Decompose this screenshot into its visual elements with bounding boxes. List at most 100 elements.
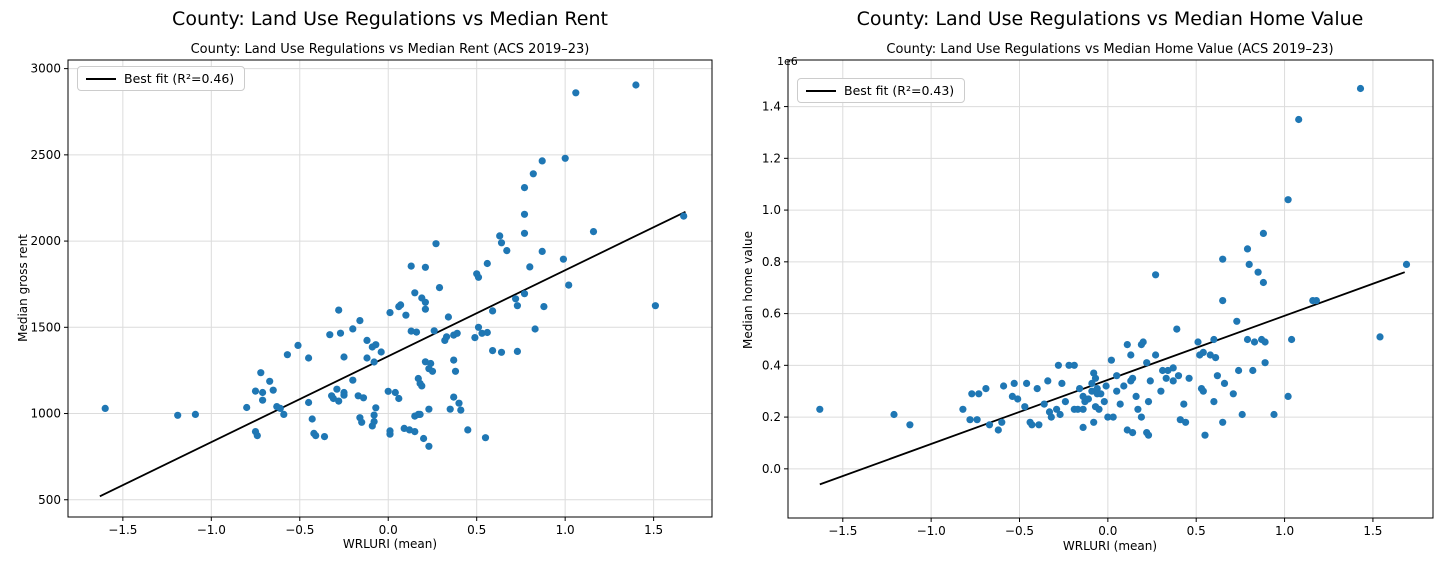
x-tick-label: 1.0 (1275, 524, 1294, 538)
scatter-point (1259, 278, 1267, 287)
y-tick-label: 2000 (30, 234, 61, 248)
scatter-point (443, 333, 451, 341)
scatter-point (370, 358, 378, 366)
scatter-point (1127, 351, 1135, 359)
scatter-point (276, 404, 284, 412)
scatter-point (982, 385, 990, 393)
scatter-point (1076, 385, 1084, 393)
scatter-point (425, 442, 433, 450)
scatter-point (1023, 379, 1031, 387)
scatter-point (326, 331, 334, 339)
scatter-point (565, 281, 573, 289)
scatter-point (1233, 317, 1241, 325)
scatter-point (478, 329, 486, 337)
scatter-point (421, 305, 429, 313)
scatter-point (349, 376, 357, 384)
right-y-offset-text: 1e6 (777, 55, 798, 68)
scatter-point (280, 410, 288, 418)
scatter-point (455, 399, 463, 407)
scatter-point (513, 347, 522, 355)
scatter-point (1157, 387, 1165, 395)
x-tick-label: 0.0 (1098, 524, 1117, 538)
scatter-point (340, 353, 348, 361)
scatter-point (1000, 382, 1008, 390)
x-tick-label: 0.5 (467, 523, 486, 537)
scatter-point (1144, 398, 1153, 406)
scatter-point (589, 228, 598, 236)
scatter-point (257, 369, 265, 377)
scatter-point (372, 404, 380, 412)
plot-background (68, 60, 712, 517)
scatter-point (1139, 338, 1147, 346)
scatter-point (1261, 338, 1269, 346)
scatter-point (391, 388, 399, 397)
y-tick-label: 1000 (30, 407, 61, 421)
scatter-point (421, 298, 429, 306)
scatter-point (520, 290, 529, 298)
scatter-point (1288, 335, 1296, 344)
scatter-point (538, 247, 546, 255)
y-tick-label: 0.0 (762, 462, 781, 476)
scatter-point (1243, 245, 1252, 253)
scatter-point (464, 426, 472, 434)
scatter-point (1220, 379, 1229, 387)
scatter-point (435, 284, 444, 292)
scatter-point (503, 247, 511, 255)
scatter-point (1104, 413, 1112, 421)
scatter-point (305, 398, 313, 407)
scatter-point (632, 81, 640, 89)
scatter-point (1169, 364, 1177, 372)
scatter-point (453, 329, 461, 337)
x-tick-label: −1.5 (108, 523, 137, 537)
scatter-point (451, 367, 460, 375)
y-tick-label: 0.6 (762, 307, 781, 321)
scatter-point (1079, 423, 1087, 431)
scatter-point (526, 263, 534, 271)
scatter-point (1084, 395, 1092, 403)
scatter-point (1152, 351, 1160, 359)
scatter-point (1250, 338, 1259, 346)
scatter-point (1219, 418, 1227, 426)
scatter-point (416, 410, 424, 418)
scatter-point (816, 405, 824, 413)
scatter-point (489, 307, 497, 315)
scatter-point (1100, 398, 1108, 406)
scatter-point (1120, 382, 1128, 390)
scatter-point (308, 415, 316, 423)
scatter-point (363, 354, 371, 362)
scatter-point (680, 212, 688, 220)
scatter-point (427, 359, 435, 368)
scatter-point (420, 434, 428, 443)
scatter-point (985, 421, 994, 429)
scatter-point (430, 327, 438, 335)
scatter-point (1185, 374, 1193, 382)
scatter-point (975, 390, 983, 398)
scatter-point (1033, 385, 1041, 393)
scatter-point (559, 255, 568, 263)
axes-spines (67, 59, 713, 518)
scatter-point (1245, 260, 1253, 268)
scatter-point (1035, 421, 1043, 429)
scatter-point (1123, 341, 1131, 349)
scatter-point (411, 428, 419, 436)
scatter-point (412, 328, 421, 336)
left-axes-title: County: Land Use Regulations vs Median R… (190, 42, 590, 57)
scatter-point (973, 416, 981, 424)
scatter-point (1061, 398, 1069, 406)
scatter-point (266, 377, 274, 385)
scatter-point (370, 418, 378, 426)
scatter-point (1079, 405, 1087, 413)
scatter-point (305, 354, 313, 362)
scatter-point (253, 432, 261, 440)
scatter-point (407, 262, 415, 270)
scatter-point (269, 386, 277, 394)
scatter-point (312, 432, 320, 440)
scatter-point (520, 229, 529, 237)
y-tick-label: 1500 (30, 320, 61, 334)
scatter-point (259, 388, 267, 397)
right-figure-suptitle: County: Land Use Regulations vs Median H… (856, 8, 1364, 30)
scatter-point (1238, 410, 1246, 419)
best-fit-line-sample (86, 77, 116, 80)
right-xaxis-label: WRLURI (mean) (1062, 539, 1158, 553)
left-legend: Best fit (R²=0.46) (77, 66, 246, 91)
